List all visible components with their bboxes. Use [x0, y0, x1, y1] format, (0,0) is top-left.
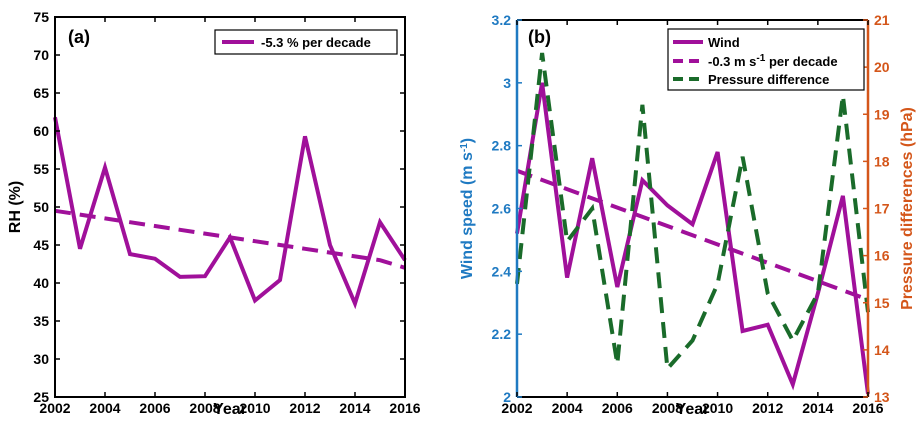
y-axis-label-a: RH (%) — [7, 181, 24, 233]
x-tick-label-a: 2004 — [89, 400, 120, 416]
y-tick-label-right-b: 15 — [874, 295, 890, 311]
y-tick-label-left-b: 2.8 — [492, 138, 512, 154]
y-axis-label-right-b: Pressure differences (hPa) — [899, 107, 916, 310]
y-tick-label-left-b: 2.4 — [492, 263, 512, 279]
legend-label-wind-trend-part: per decade — [765, 54, 837, 69]
y-tick-label-left-b: 2.2 — [492, 326, 512, 342]
legend-label-wind-trend: -0.3 m s-1 per decade — [708, 53, 838, 70]
legend-label-pressure: Pressure difference — [708, 72, 829, 87]
x-tick-label-a: 2006 — [139, 400, 170, 416]
x-tick-label-b: 2006 — [602, 400, 633, 416]
x-tick-label-b: 2012 — [752, 400, 783, 416]
rh-trend-line — [55, 211, 405, 268]
x-tick-label-a: 2014 — [339, 400, 370, 416]
y-tick-label-right-b: 13 — [874, 389, 890, 405]
y-tick-label-a: 70 — [33, 47, 49, 63]
x-tick-label-b: 2004 — [552, 400, 583, 416]
y-tick-label-a: 55 — [33, 161, 49, 177]
pressure-line — [517, 53, 868, 369]
panel-label-a: (a) — [68, 27, 90, 47]
y-tick-label-left-b: 2 — [503, 389, 511, 405]
y-tick-label-right-b: 14 — [874, 342, 890, 358]
rh-line — [55, 117, 405, 303]
y-tick-label-right-b: 18 — [874, 153, 890, 169]
legend-label-rh-trend: -5.3 % per decade — [261, 35, 371, 50]
y-tick-label-left-b: 2.6 — [492, 201, 512, 217]
y-tick-label-left-b: 3.2 — [492, 12, 512, 28]
y-tick-label-right-b: 21 — [874, 12, 890, 28]
y-tick-label-a: 25 — [33, 389, 49, 405]
x-axis-label-b: Year — [676, 401, 710, 417]
y-tick-label-right-b: 17 — [874, 201, 890, 217]
legend-label-wind-trend-part: -0.3 m s — [708, 54, 756, 69]
y-tick-label-a: 35 — [33, 313, 49, 329]
y-tick-label-a: 65 — [33, 85, 49, 101]
axes-box-a — [55, 17, 405, 397]
y-tick-label-a: 50 — [33, 199, 49, 215]
y-axis-label-left-b: Wind speed (m s-1) — [459, 138, 477, 279]
y-tick-label-left-b: 3 — [503, 75, 511, 91]
y-tick-label-a: 75 — [33, 9, 49, 25]
legend-label-wind: Wind — [708, 35, 740, 50]
x-tick-label-b: 2014 — [802, 400, 833, 416]
x-axis-label-a: Year — [213, 401, 247, 417]
y-tick-label-a: 45 — [33, 237, 49, 253]
y-tick-label-right-b: 16 — [874, 248, 890, 264]
panel-label-b: (b) — [528, 27, 551, 47]
y-tick-label-right-b: 20 — [874, 59, 890, 75]
x-tick-label-a: 2016 — [389, 400, 420, 416]
y-tick-label-a: 40 — [33, 275, 49, 291]
y-axis-label-left-b-part: ) — [459, 138, 476, 143]
y-tick-label-a: 30 — [33, 351, 49, 367]
y-axis-label-left-b-part: Wind speed (m s — [459, 152, 476, 279]
x-tick-label-a: 2012 — [289, 400, 320, 416]
y-tick-label-a: 60 — [33, 123, 49, 139]
y-tick-label-right-b: 19 — [874, 106, 890, 122]
